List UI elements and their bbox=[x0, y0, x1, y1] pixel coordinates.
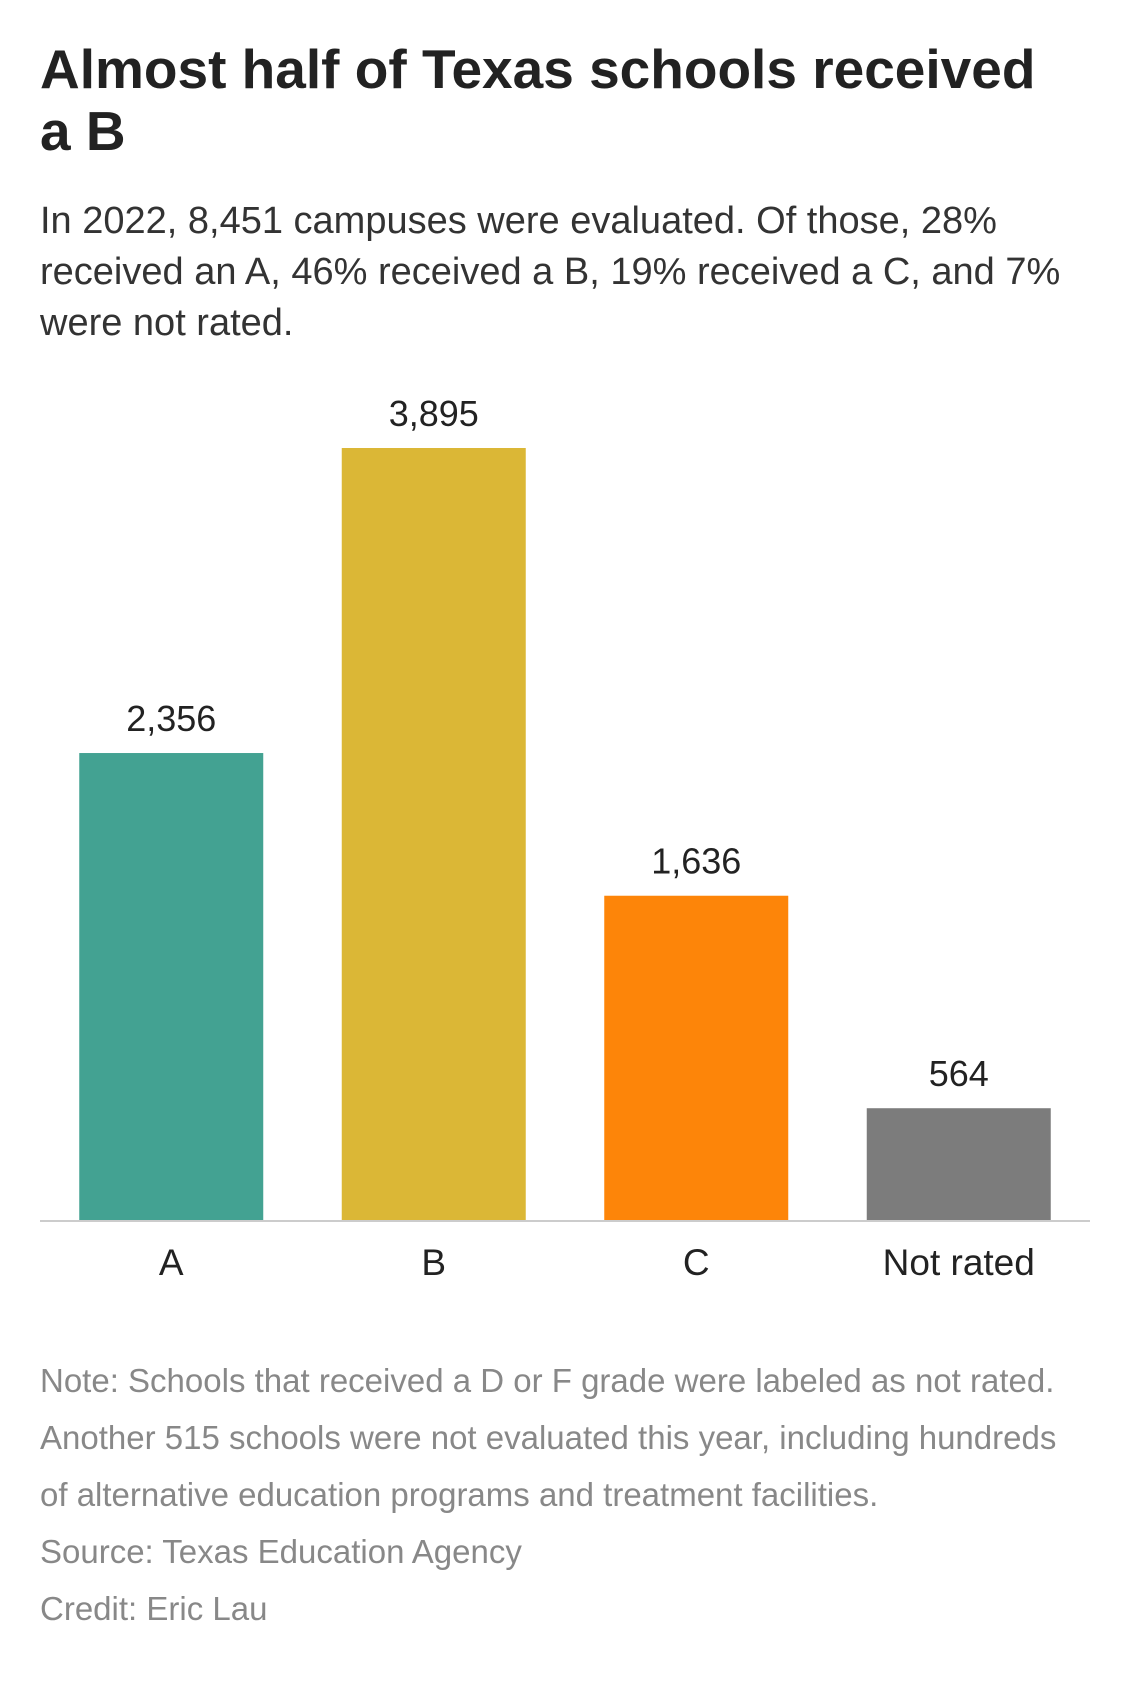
category-label-c: C bbox=[683, 1242, 710, 1283]
value-label-c: 1,636 bbox=[651, 841, 741, 882]
chart-title: Almost half of Texas schools received a … bbox=[40, 38, 1036, 162]
bar-not-rated bbox=[866, 1108, 1051, 1220]
category-label-b: B bbox=[421, 1242, 446, 1283]
value-label-a: 2,356 bbox=[126, 698, 216, 739]
category-label-not-rated: Not rated bbox=[883, 1242, 1035, 1283]
bar-chart: 2,356 A 3,895 B 1,636 C 564 Not rated bbox=[40, 370, 1090, 1315]
chart-subtitle: In 2022, 8,451 campuses were evaluated. … bbox=[40, 200, 1061, 344]
value-label-b: 3,895 bbox=[389, 393, 479, 434]
chart-footer: Note: Schools that received a D or F gra… bbox=[40, 1352, 1090, 1637]
bar-c bbox=[604, 895, 789, 1220]
bar-chart-svg: 2,356 A 3,895 B 1,636 C 564 Not rated bbox=[40, 393, 1090, 1283]
footer-note: Note: Schools that received a D or F gra… bbox=[40, 1362, 1057, 1513]
bar-a bbox=[79, 753, 264, 1220]
footer-credit: Credit: Eric Lau bbox=[40, 1590, 268, 1627]
bar-b bbox=[341, 448, 526, 1220]
category-label-a: A bbox=[159, 1242, 184, 1283]
value-label-not-rated: 564 bbox=[929, 1053, 989, 1094]
footer-source: Source: Texas Education Agency bbox=[40, 1533, 522, 1570]
